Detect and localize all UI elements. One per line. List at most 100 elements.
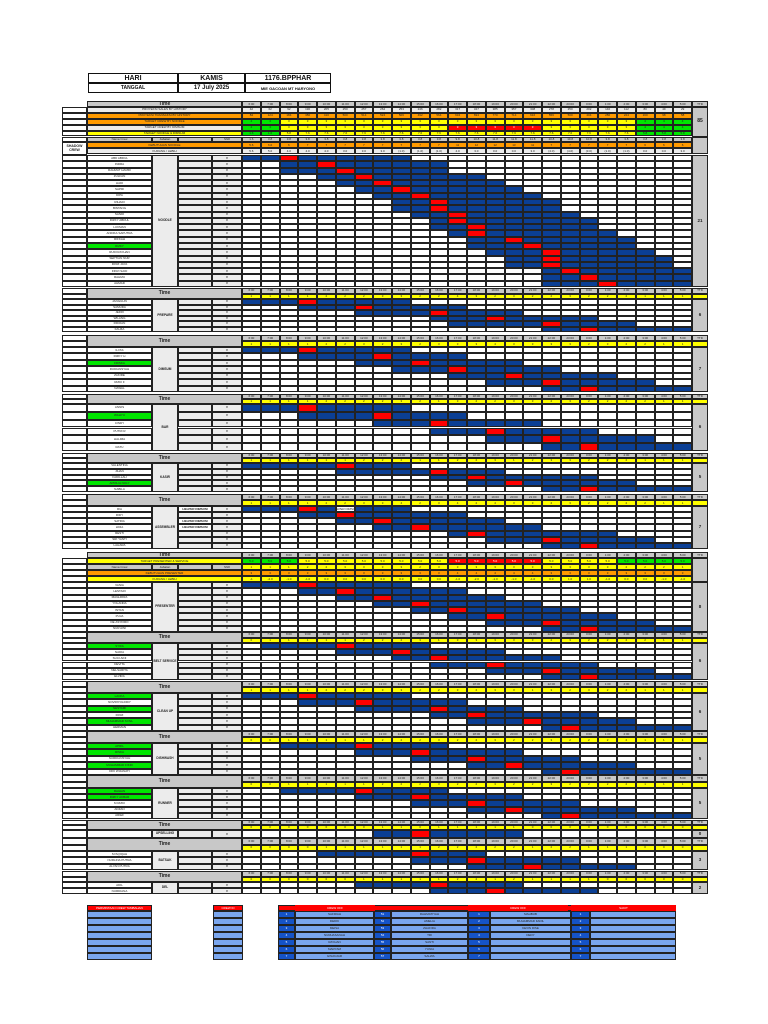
schedule-cell[interactable] xyxy=(279,419,299,428)
shift-cell[interactable] xyxy=(617,326,636,332)
schedule-cell[interactable] xyxy=(354,326,374,332)
schedule-cell[interactable] xyxy=(598,419,617,428)
crew-name[interactable] xyxy=(87,830,152,838)
schedule-cell[interactable] xyxy=(373,863,392,870)
break-cell[interactable] xyxy=(579,542,599,549)
shift-cell[interactable] xyxy=(467,427,486,436)
schedule-cell[interactable] xyxy=(260,419,280,428)
off-crew-name[interactable]: MARYAM xyxy=(295,946,374,953)
off-crew-name[interactable] xyxy=(590,953,676,960)
schedule-cell[interactable] xyxy=(560,411,580,420)
schedule-cell[interactable] xyxy=(392,280,411,287)
shift-cell[interactable] xyxy=(654,673,674,680)
shift-cell[interactable] xyxy=(542,673,561,680)
break-cell[interactable] xyxy=(542,435,561,444)
schedule-cell[interactable] xyxy=(579,404,599,412)
schedule-cell[interactable] xyxy=(448,326,467,332)
schedule-cell[interactable] xyxy=(410,443,430,451)
schedule-cell[interactable] xyxy=(485,443,505,451)
off-crew-name[interactable]: ZHAFIRA xyxy=(391,925,468,932)
schedule-cell[interactable] xyxy=(373,326,392,332)
shift-cell[interactable] xyxy=(392,419,411,428)
schedule-cell[interactable] xyxy=(410,404,430,412)
off-crew-name[interactable] xyxy=(490,953,571,960)
schedule-cell[interactable] xyxy=(392,326,411,332)
schedule-cell[interactable] xyxy=(429,673,449,680)
schedule-cell[interactable] xyxy=(242,812,261,819)
schedule-cell[interactable] xyxy=(335,326,355,332)
schedule-cell[interactable] xyxy=(448,673,467,680)
shift-cell[interactable] xyxy=(542,280,561,287)
schedule-cell[interactable] xyxy=(654,888,674,894)
shift-cell[interactable] xyxy=(392,411,411,420)
schedule-cell[interactable] xyxy=(673,830,692,838)
shift-cell[interactable] xyxy=(373,404,392,412)
schedule-cell[interactable] xyxy=(410,427,430,436)
schedule-cell[interactable] xyxy=(279,888,299,894)
off-crew-name[interactable]: SAFIRAH xyxy=(295,911,374,918)
schedule-cell[interactable] xyxy=(429,435,449,444)
off-crew-name[interactable] xyxy=(590,918,676,925)
crew-id-row[interactable] xyxy=(213,953,243,960)
break-cell[interactable] xyxy=(579,385,599,392)
schedule-cell[interactable] xyxy=(504,385,524,392)
off-crew-name[interactable]: RAYHAN xyxy=(295,939,374,946)
shift-cell[interactable] xyxy=(485,830,505,838)
schedule-cell[interactable] xyxy=(298,443,317,451)
schedule-cell[interactable] xyxy=(335,830,355,838)
schedule-cell[interactable] xyxy=(260,443,280,451)
schedule-cell[interactable] xyxy=(429,404,449,412)
shift-cell[interactable] xyxy=(317,411,336,420)
schedule-cell[interactable] xyxy=(298,830,317,838)
schedule-cell[interactable] xyxy=(598,888,617,894)
shift-cell[interactable] xyxy=(635,435,655,444)
shift-cell[interactable] xyxy=(617,486,636,492)
shift-cell[interactable] xyxy=(467,863,486,870)
crew-id-row[interactable] xyxy=(213,925,243,932)
schedule-cell[interactable] xyxy=(373,435,392,444)
crew-name[interactable]: ANNIS xyxy=(87,404,152,412)
schedule-cell[interactable] xyxy=(335,486,355,492)
schedule-cell[interactable] xyxy=(317,419,336,428)
schedule-cell[interactable] xyxy=(504,280,524,287)
shift-cell[interactable] xyxy=(354,411,374,420)
schedule-cell[interactable] xyxy=(504,404,524,412)
shift-cell[interactable] xyxy=(467,830,486,838)
schedule-cell[interactable] xyxy=(485,385,505,392)
schedule-cell[interactable] xyxy=(654,435,674,444)
shift-cell[interactable] xyxy=(523,427,542,436)
extra-crew-row[interactable] xyxy=(87,932,152,939)
break-cell[interactable] xyxy=(373,411,392,420)
schedule-cell[interactable] xyxy=(354,863,374,870)
schedule-cell[interactable] xyxy=(504,411,524,420)
schedule-cell[interactable] xyxy=(335,673,355,680)
schedule-cell[interactable] xyxy=(242,326,261,332)
schedule-cell[interactable] xyxy=(523,812,542,819)
shift-cell[interactable] xyxy=(579,427,599,436)
schedule-cell[interactable] xyxy=(448,542,467,549)
shift-cell[interactable] xyxy=(429,411,449,420)
shift-cell[interactable] xyxy=(560,486,580,492)
shift-cell[interactable] xyxy=(542,326,561,332)
schedule-cell[interactable] xyxy=(654,427,674,436)
schedule-cell[interactable] xyxy=(523,280,542,287)
off-crew-name[interactable] xyxy=(590,946,676,953)
shift-cell[interactable] xyxy=(242,404,261,412)
shift-cell[interactable] xyxy=(560,280,580,287)
schedule-cell[interactable] xyxy=(392,385,411,392)
shift-cell[interactable] xyxy=(560,435,580,444)
schedule-cell[interactable] xyxy=(242,863,261,870)
shift-cell[interactable] xyxy=(504,427,524,436)
shift-cell[interactable] xyxy=(542,888,561,894)
shift-cell[interactable] xyxy=(448,888,467,894)
off-crew-name[interactable]: MUHAMMAD FADIL xyxy=(490,918,571,925)
schedule-cell[interactable] xyxy=(242,385,261,392)
shift-cell[interactable] xyxy=(485,419,505,428)
schedule-cell[interactable] xyxy=(354,280,374,287)
schedule-cell[interactable] xyxy=(298,812,317,819)
schedule-cell[interactable] xyxy=(242,486,261,492)
schedule-cell[interactable] xyxy=(579,830,599,838)
schedule-cell[interactable] xyxy=(523,404,542,412)
schedule-cell[interactable] xyxy=(579,411,599,420)
shift-cell[interactable] xyxy=(523,435,542,444)
